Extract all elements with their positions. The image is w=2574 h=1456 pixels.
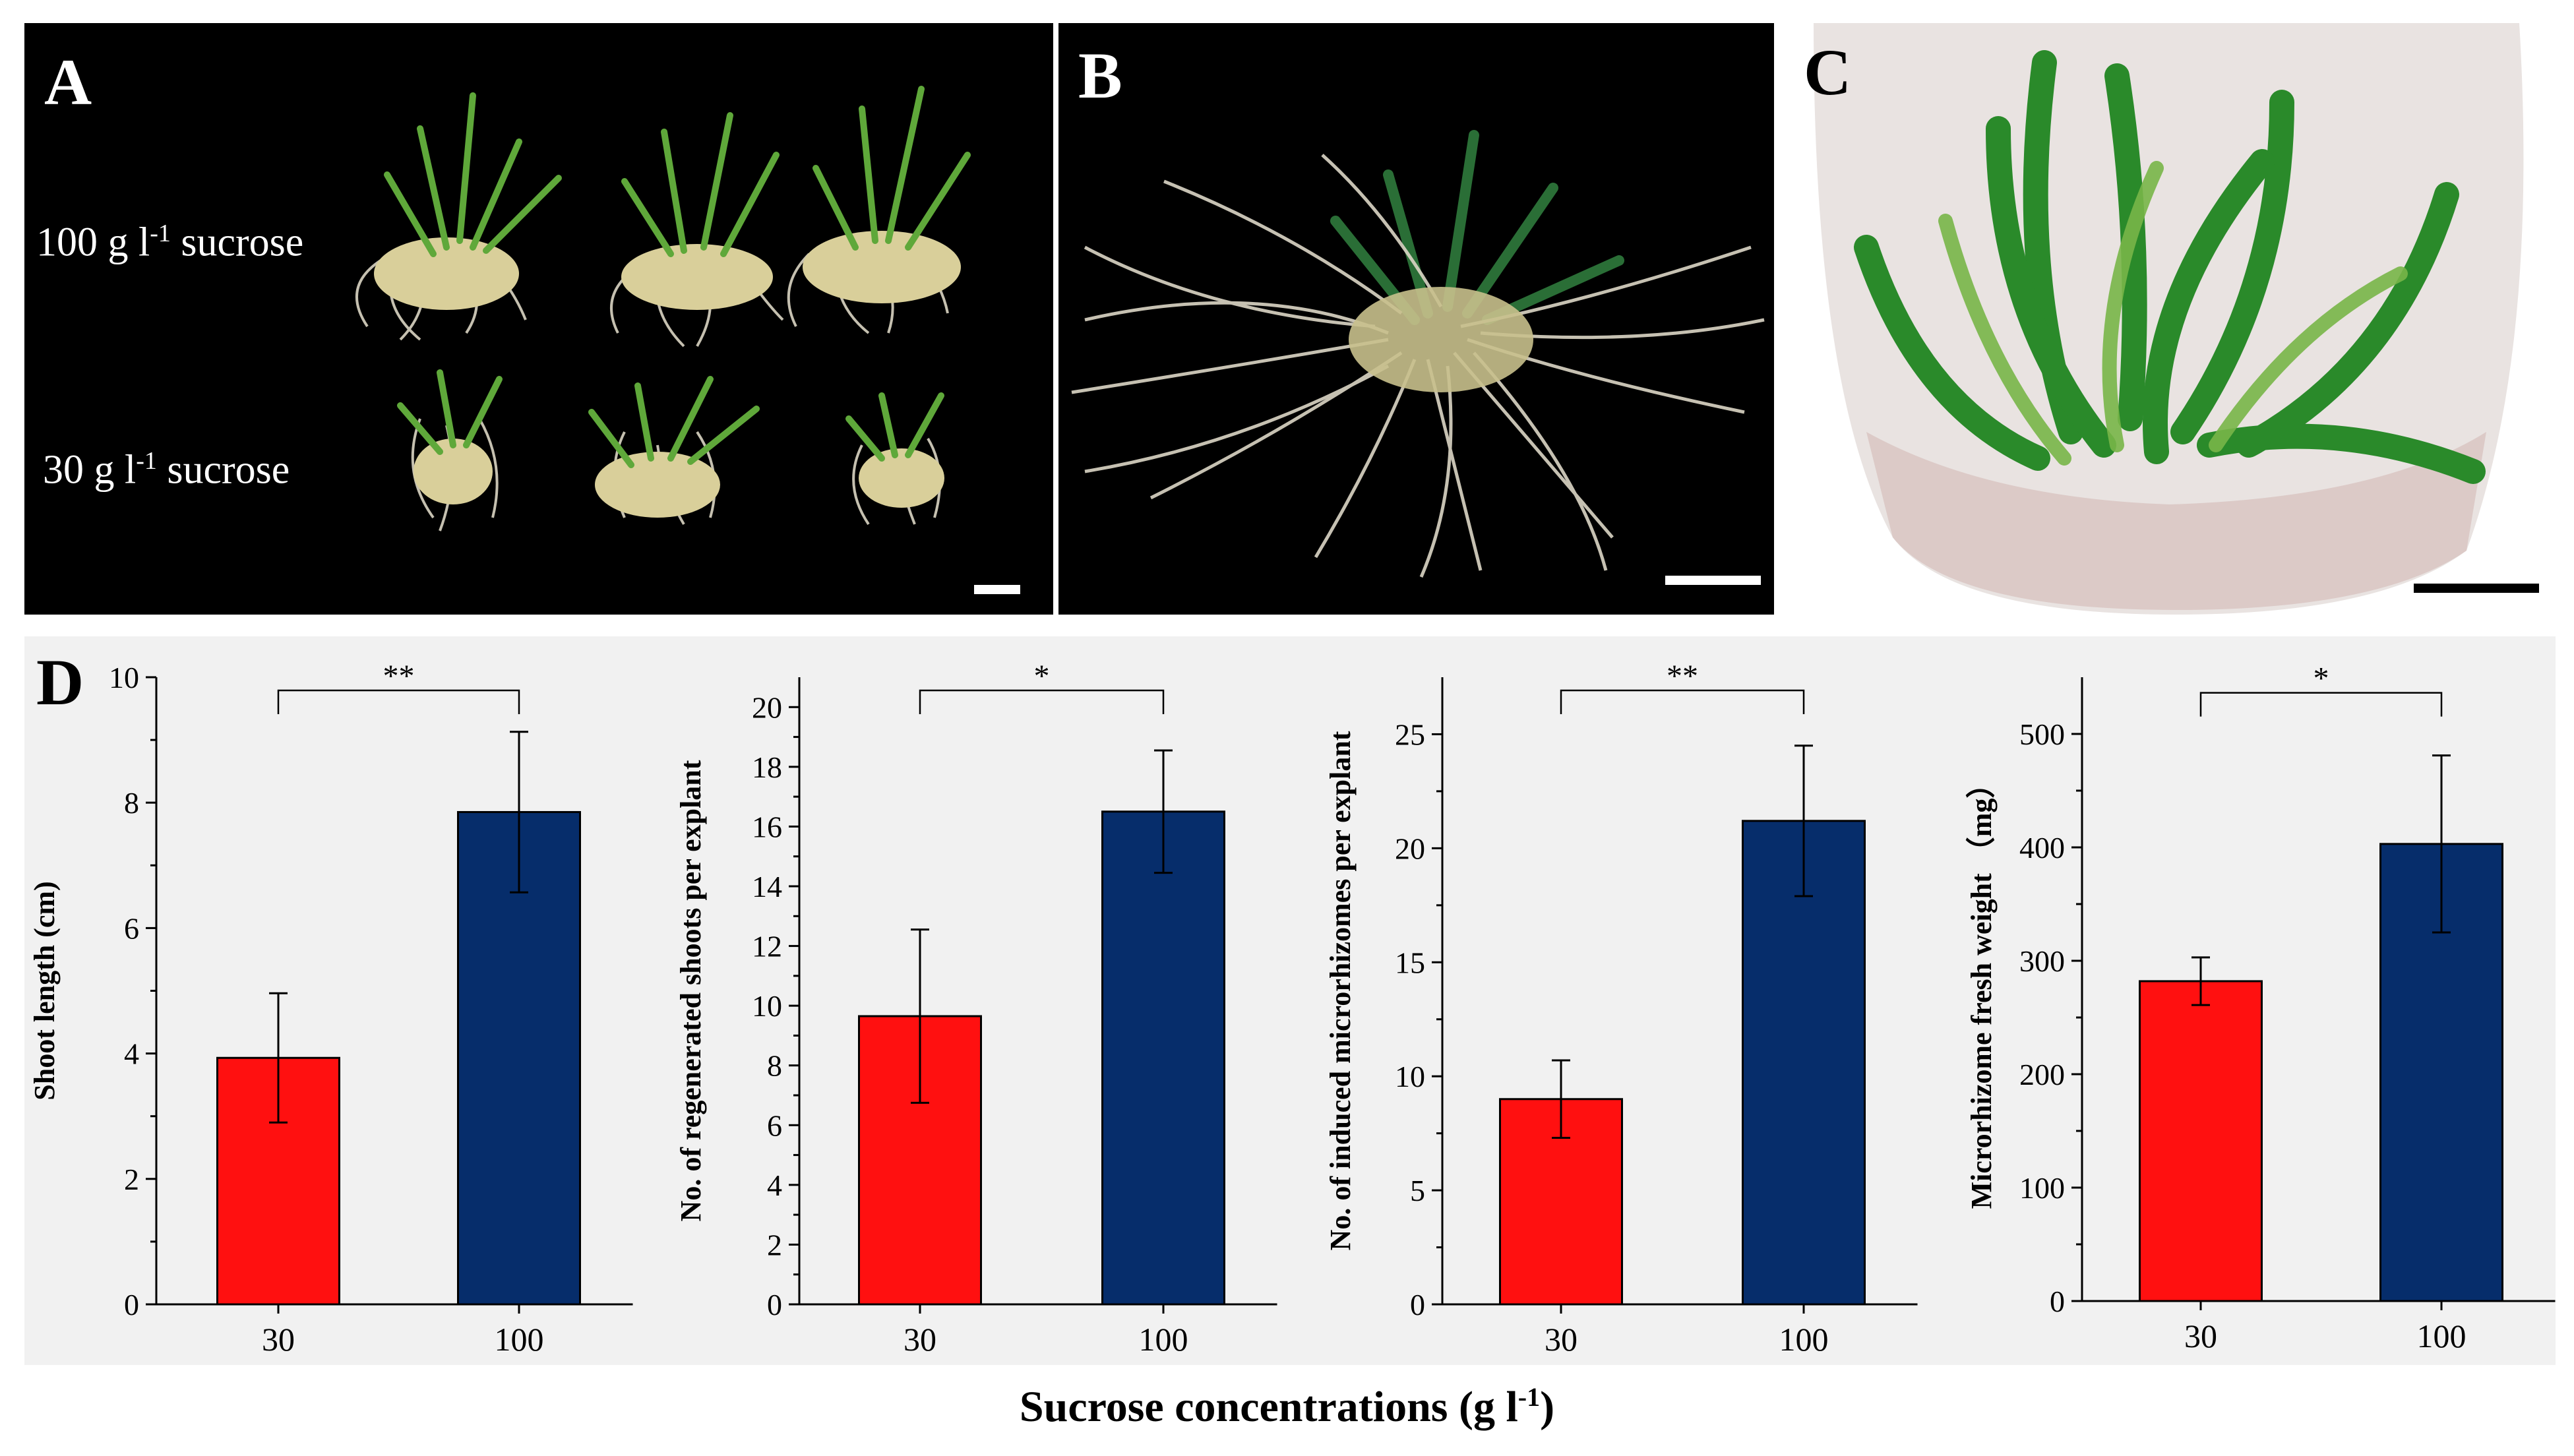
x-tick-label-4: 30 xyxy=(2184,1318,2217,1354)
y-tick-label-3: 25 xyxy=(1395,717,1425,751)
panel-letter-b: B xyxy=(1078,39,1122,112)
significance-marker-4: * xyxy=(2314,661,2329,696)
x-tick-label-3: 100 xyxy=(1779,1321,1829,1358)
bar-2-100 xyxy=(1101,810,1225,1306)
y-tick-label-2: 14 xyxy=(752,870,782,903)
y-tick-label-1: 4 xyxy=(124,1037,139,1071)
y-tick-label-4: 200 xyxy=(2019,1058,2065,1091)
significance-bracket-1 xyxy=(277,689,520,714)
x-tick-label-3: 30 xyxy=(1545,1321,1578,1358)
y-tick-label-3: 0 xyxy=(1410,1288,1425,1321)
y-tick-label-2: 6 xyxy=(767,1108,782,1142)
scale-bar xyxy=(974,585,1020,594)
y-axis-label-4: Microrhizome fresh weight （mg） xyxy=(1965,770,1998,1209)
x-tick-label-1: 30 xyxy=(262,1321,295,1358)
explant-cultures-illustration xyxy=(355,86,971,531)
bar-1-100 xyxy=(457,810,581,1306)
significance-marker-1: ** xyxy=(383,659,415,694)
y-tick-label-4: 400 xyxy=(2019,831,2065,864)
y-tick-label-2: 16 xyxy=(752,810,782,843)
rooted-plantlet-illustration xyxy=(1071,130,1765,578)
y-axis-label-2: No. of regenerated shoots per explant xyxy=(675,760,707,1221)
culture-vessel-illustration xyxy=(1787,23,2550,615)
y-tick-label-4: 0 xyxy=(2050,1285,2065,1318)
panel-d-charts: D 0 2 4 6 8 10 Shoot length (cm) 30 100 ** 0 2 4 6 8 10… xyxy=(24,636,2556,1365)
x-tick-label-1: 100 xyxy=(495,1321,544,1358)
scale-bar xyxy=(2414,584,2539,593)
significance-bracket-3 xyxy=(1560,689,1805,714)
y-tick-label-1: 6 xyxy=(124,911,139,945)
y-tick-label-2: 8 xyxy=(767,1049,782,1083)
y-tick-label-2: 0 xyxy=(767,1288,782,1321)
panel-letter-d: D xyxy=(36,646,84,719)
significance-bracket-2 xyxy=(919,689,1165,714)
x-tick-label-2: 30 xyxy=(904,1321,936,1358)
y-tick-label-4: 300 xyxy=(2019,944,2065,978)
x-tick-label-4: 100 xyxy=(2417,1318,2467,1354)
photo-panel-a: A 100 g l-1 sucrose 30 g l-1 sucrose xyxy=(24,23,1053,615)
y-tick-label-2: 18 xyxy=(752,750,782,784)
y-tick-label-2: 20 xyxy=(752,690,782,724)
y-tick-label-2: 10 xyxy=(752,989,782,1023)
y-tick-label-3: 15 xyxy=(1395,946,1425,979)
y-tick-label-1: 8 xyxy=(124,786,139,820)
scale-bar xyxy=(1665,576,1761,585)
significance-bracket-4 xyxy=(2199,692,2443,717)
y-tick-label-2: 4 xyxy=(767,1168,782,1202)
y-tick-label-1: 0 xyxy=(124,1288,139,1321)
y-tick-label-3: 20 xyxy=(1395,832,1425,865)
x-tick-label-2: 100 xyxy=(1139,1321,1188,1358)
significance-marker-2: * xyxy=(1034,659,1050,694)
label-30g-sucrose: 30 g l-1 sucrose xyxy=(43,447,290,493)
panel-letter-c: C xyxy=(1804,36,1852,109)
y-axis-label-1: Shoot length (cm) xyxy=(28,881,61,1100)
bar-3-100 xyxy=(1742,820,1866,1306)
y-tick-label-3: 5 xyxy=(1410,1174,1425,1207)
y-tick-label-2: 12 xyxy=(752,930,782,963)
photo-panel-b: B xyxy=(1058,23,1774,615)
bar-4-30 xyxy=(2139,980,2263,1302)
y-tick-label-1: 10 xyxy=(109,661,139,694)
y-tick-label-3: 10 xyxy=(1395,1060,1425,1093)
bar-3-30 xyxy=(1499,1098,1623,1306)
y-tick-label-1: 2 xyxy=(124,1163,139,1196)
y-tick-label-4: 500 xyxy=(2019,717,2065,751)
y-tick-label-2: 2 xyxy=(767,1228,782,1261)
y-tick-label-4: 100 xyxy=(2019,1171,2065,1205)
photo-panel-c: C xyxy=(1787,23,2550,615)
panel-letter-a: A xyxy=(44,46,92,119)
common-x-axis-label: Sucrose concentrations (g l-1) xyxy=(1019,1382,1555,1431)
y-axis-label-3: No. of induced microrhizomes per explant xyxy=(1324,731,1357,1250)
significance-marker-3: ** xyxy=(1667,659,1698,694)
label-100g-sucrose: 100 g l-1 sucrose xyxy=(36,220,304,265)
